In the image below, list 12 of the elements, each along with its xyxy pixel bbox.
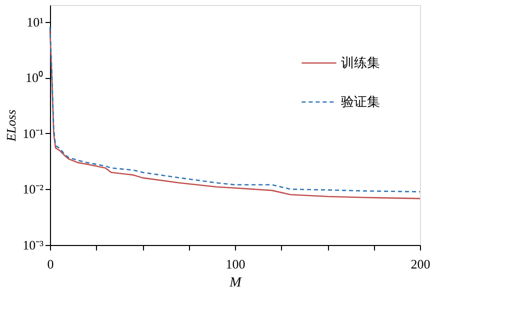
legend-label: 验证集 [341,95,380,110]
x-tick-label: 0 [47,256,54,272]
x-axis-title: M [228,276,243,290]
legend-label: 训练集 [341,56,380,71]
x-tick-label: 200 [410,256,430,272]
y-axis-title: ELoss [4,110,19,142]
x-tick-label: 100 [226,256,246,272]
y-tick-label: 10⁰ [26,70,44,86]
y-tick-label: 10⁻³ [22,238,44,252]
y-tick-label: 10¹ [26,14,44,30]
y-tick-label: 10⁻² [22,182,44,197]
y-tick-label: 10⁻¹ [22,126,44,141]
